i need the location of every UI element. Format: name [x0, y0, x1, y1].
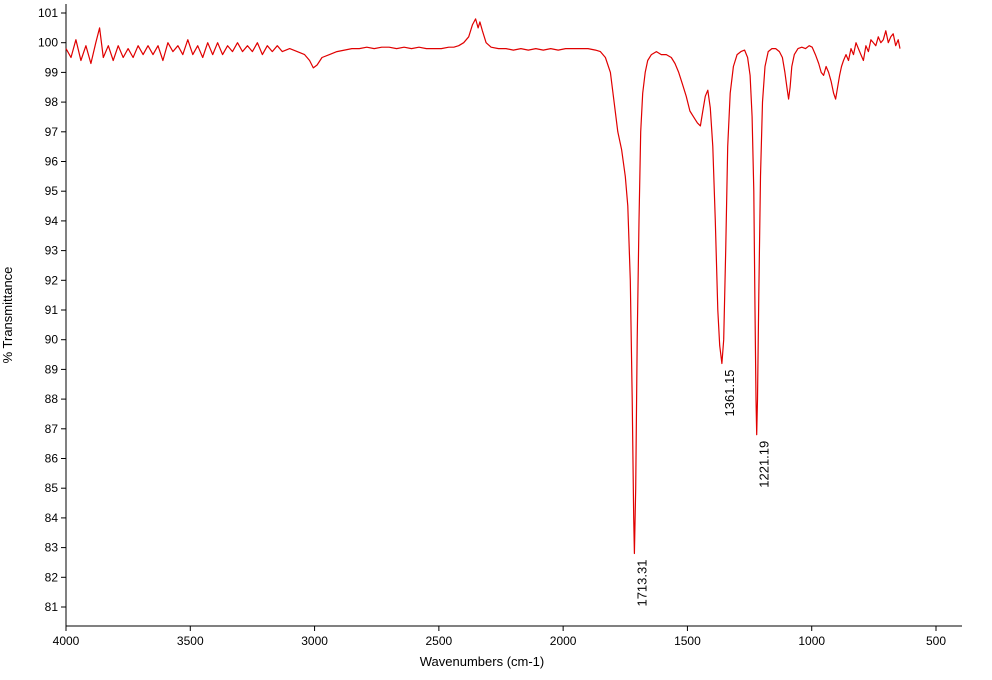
y-tick-label: 98 — [45, 95, 59, 109]
x-tick-label: 2500 — [426, 634, 453, 648]
y-tick-label: 93 — [45, 244, 59, 258]
y-tick-label: 82 — [45, 570, 59, 584]
x-axis-title: Wavenumbers (cm-1) — [420, 654, 544, 669]
y-tick-label: 100 — [38, 36, 58, 50]
x-tick-label: 3500 — [177, 634, 204, 648]
y-tick-label: 86 — [45, 452, 59, 466]
y-axis-title: % Transmittance — [0, 267, 15, 364]
y-tick-label: 96 — [45, 155, 59, 169]
y-tick-label: 92 — [45, 273, 59, 287]
y-tick-label: 99 — [45, 65, 59, 79]
peak-label: 1361.15 — [722, 369, 737, 416]
y-tick-label: 81 — [45, 600, 59, 614]
x-tick-label: 4000 — [53, 634, 80, 648]
plot-frame — [65, 4, 962, 627]
peak-annotations: 1713.31 1361.15 1221.19 — [634, 369, 771, 606]
x-tick-label: 1500 — [674, 634, 701, 648]
y-tick-label: 87 — [45, 422, 59, 436]
y-tick-label: 95 — [45, 184, 59, 198]
y-tick-label: 88 — [45, 392, 59, 406]
y-axis-ticks: 81 82 83 84 85 86 87 88 89 90 91 92 93 94 95 96 97 98 99 10… — [38, 6, 66, 614]
y-tick-label: 89 — [45, 362, 59, 376]
y-tick-label: 85 — [45, 481, 59, 495]
y-tick-label: 90 — [45, 333, 59, 347]
y-tick-label: 91 — [45, 303, 59, 317]
x-tick-label: 2000 — [550, 634, 577, 648]
x-tick-label: 500 — [926, 634, 946, 648]
peak-label: 1713.31 — [634, 560, 649, 607]
peak-label: 1221.19 — [757, 441, 772, 488]
series-layer — [65, 18, 901, 555]
y-tick-label: 94 — [45, 214, 59, 228]
x-tick-label: 1000 — [798, 634, 825, 648]
y-tick-label: 84 — [45, 511, 59, 525]
y-tick-label: 97 — [45, 125, 59, 139]
x-axis-ticks: 4000 3500 3000 2500 2000 1500 1000 500 — [53, 626, 946, 648]
spectrum-line — [65, 18, 901, 555]
y-tick-label: 101 — [38, 6, 58, 20]
x-tick-label: 3000 — [301, 634, 328, 648]
y-tick-label: 83 — [45, 541, 59, 555]
